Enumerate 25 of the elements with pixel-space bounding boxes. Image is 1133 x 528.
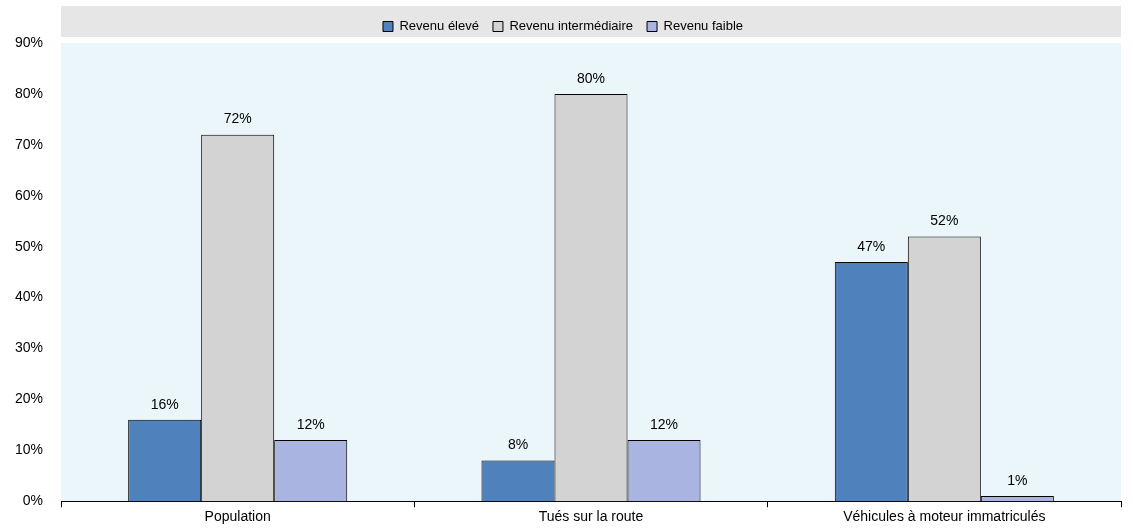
data-label: 12% bbox=[296, 415, 325, 432]
x-tick-label: Population bbox=[204, 508, 271, 525]
data-label: 1% bbox=[1007, 471, 1028, 488]
data-label: 52% bbox=[930, 212, 959, 229]
data-label: 16% bbox=[150, 395, 179, 412]
x-tick-label: Tués sur la route bbox=[538, 508, 644, 525]
legend-label: Revenu intermédiaire bbox=[509, 18, 634, 34]
data-label: 12% bbox=[650, 415, 679, 432]
y-tick-label: 30% bbox=[14, 339, 44, 356]
y-tick-label: 40% bbox=[14, 288, 44, 305]
y-tick-label: 90% bbox=[14, 33, 44, 50]
y-tick-label: 70% bbox=[14, 135, 44, 152]
y-tick-label: 10% bbox=[14, 441, 44, 458]
data-label: 47% bbox=[857, 237, 886, 254]
y-tick-label: 80% bbox=[14, 84, 44, 101]
data-label: 8% bbox=[507, 436, 529, 453]
x-tick-label: Véhicules à moteur immatriculés bbox=[843, 508, 1046, 525]
y-tick-label: 50% bbox=[14, 237, 44, 254]
y-tick-label: 60% bbox=[14, 186, 44, 203]
legend-label: Revenu faible bbox=[663, 18, 744, 34]
y-tick-label: 20% bbox=[14, 390, 44, 407]
y-tick-label: 0% bbox=[22, 492, 44, 509]
data-label: 72% bbox=[223, 110, 252, 127]
legend-label: Revenu élevé bbox=[399, 18, 479, 34]
data-label: 80% bbox=[576, 69, 606, 86]
